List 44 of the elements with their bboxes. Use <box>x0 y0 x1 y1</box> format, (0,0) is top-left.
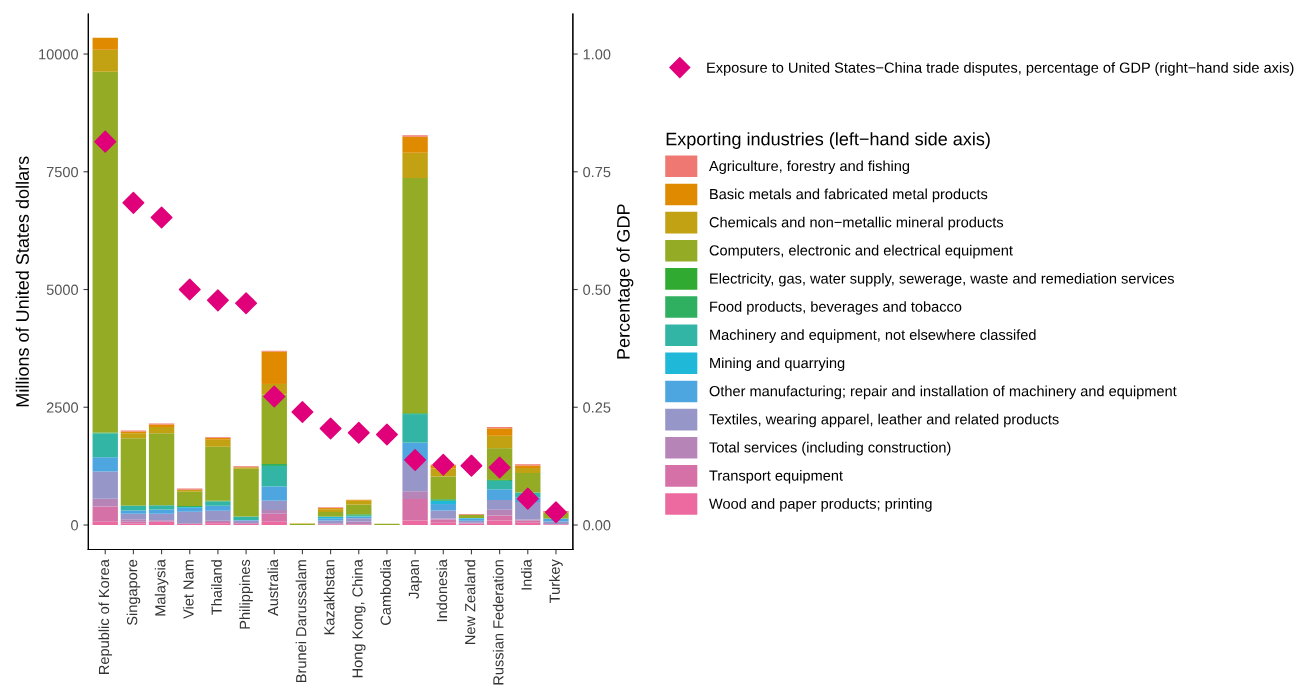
x-tick-label: Brunei Darussalam <box>295 560 307 683</box>
legend-label: Computers, electronic and electrical equipment <box>709 244 1013 259</box>
y2-tick-label: 0.25 <box>583 402 611 413</box>
legend-label: Transport equipment <box>709 470 843 484</box>
legend-label: Food products, beverages and tobacco <box>710 301 962 315</box>
legend-label: Electricity, gas, water supply, sewerage, waste and remediation services <box>710 272 1174 287</box>
legend-label: Chemicals and non−metallic mineral products <box>709 216 1004 231</box>
x-tick-label: New Zealand <box>464 560 476 644</box>
legend-label: Textiles, wearing apparel, leather and related products <box>709 413 1059 428</box>
x-tick-label: Philippines <box>239 559 253 629</box>
x-tick-label: Indonesia <box>436 559 448 622</box>
x-tick-label: Kazakhstan <box>323 560 335 635</box>
y2-tick-label: 0.75 <box>583 166 611 178</box>
y-axis-title: Millions of United States dollars <box>15 156 29 407</box>
legend-label: Mining and quarrying <box>710 357 845 372</box>
legend-label: Agriculture, forestry and fishing <box>709 160 910 174</box>
legend-title: Exporting industries (left−hand side axis) <box>666 132 990 149</box>
y2-tick-label: 0.50 <box>583 284 611 295</box>
x-tick-label: Japan <box>408 560 422 599</box>
legend-label: Total services (including construction) <box>709 441 951 456</box>
x-tick-label: Singapore <box>126 559 141 626</box>
legend-label: Wood and paper products; printing <box>709 498 932 512</box>
legend-label: Basic metals and fabricated metal products <box>710 188 988 203</box>
y-tick-label: 7500 <box>46 166 79 178</box>
x-tick-label: Cambodia <box>380 559 391 625</box>
x-tick-label: India <box>520 559 532 590</box>
legend-label: Exposure to United States−China trade disputes, percentage of GDP (right−hand side axis) <box>707 62 1294 76</box>
y-tick-label: 10000 <box>39 49 79 60</box>
x-tick-label: Australia <box>267 559 279 616</box>
y-tick-label: 0 <box>71 520 79 531</box>
x-tick-label: Republic of Korea <box>98 559 113 674</box>
y2-axis-title: Percentage of GDP <box>616 204 634 359</box>
y2-tick-label: 1.00 <box>583 49 611 60</box>
x-tick-label: Viet Nam <box>182 560 194 619</box>
y-tick-label: 2500 <box>46 402 79 413</box>
x-tick-label: Malaysia <box>154 559 169 616</box>
x-tick-label: Russian Federation <box>492 560 504 685</box>
y2-tick-label: 0.00 <box>583 520 611 531</box>
x-tick-label: Hong Kong, China <box>351 559 366 678</box>
legend-label: Machinery and equipment, not elsewhere classifed <box>710 329 1036 343</box>
y-tick-label: 5000 <box>46 284 79 295</box>
x-tick-label: Thailand <box>211 560 222 615</box>
x-tick-label: Turkey <box>549 559 563 603</box>
legend-label: Other manufacturing; repair and installation of machinery and equipment <box>709 385 1177 400</box>
